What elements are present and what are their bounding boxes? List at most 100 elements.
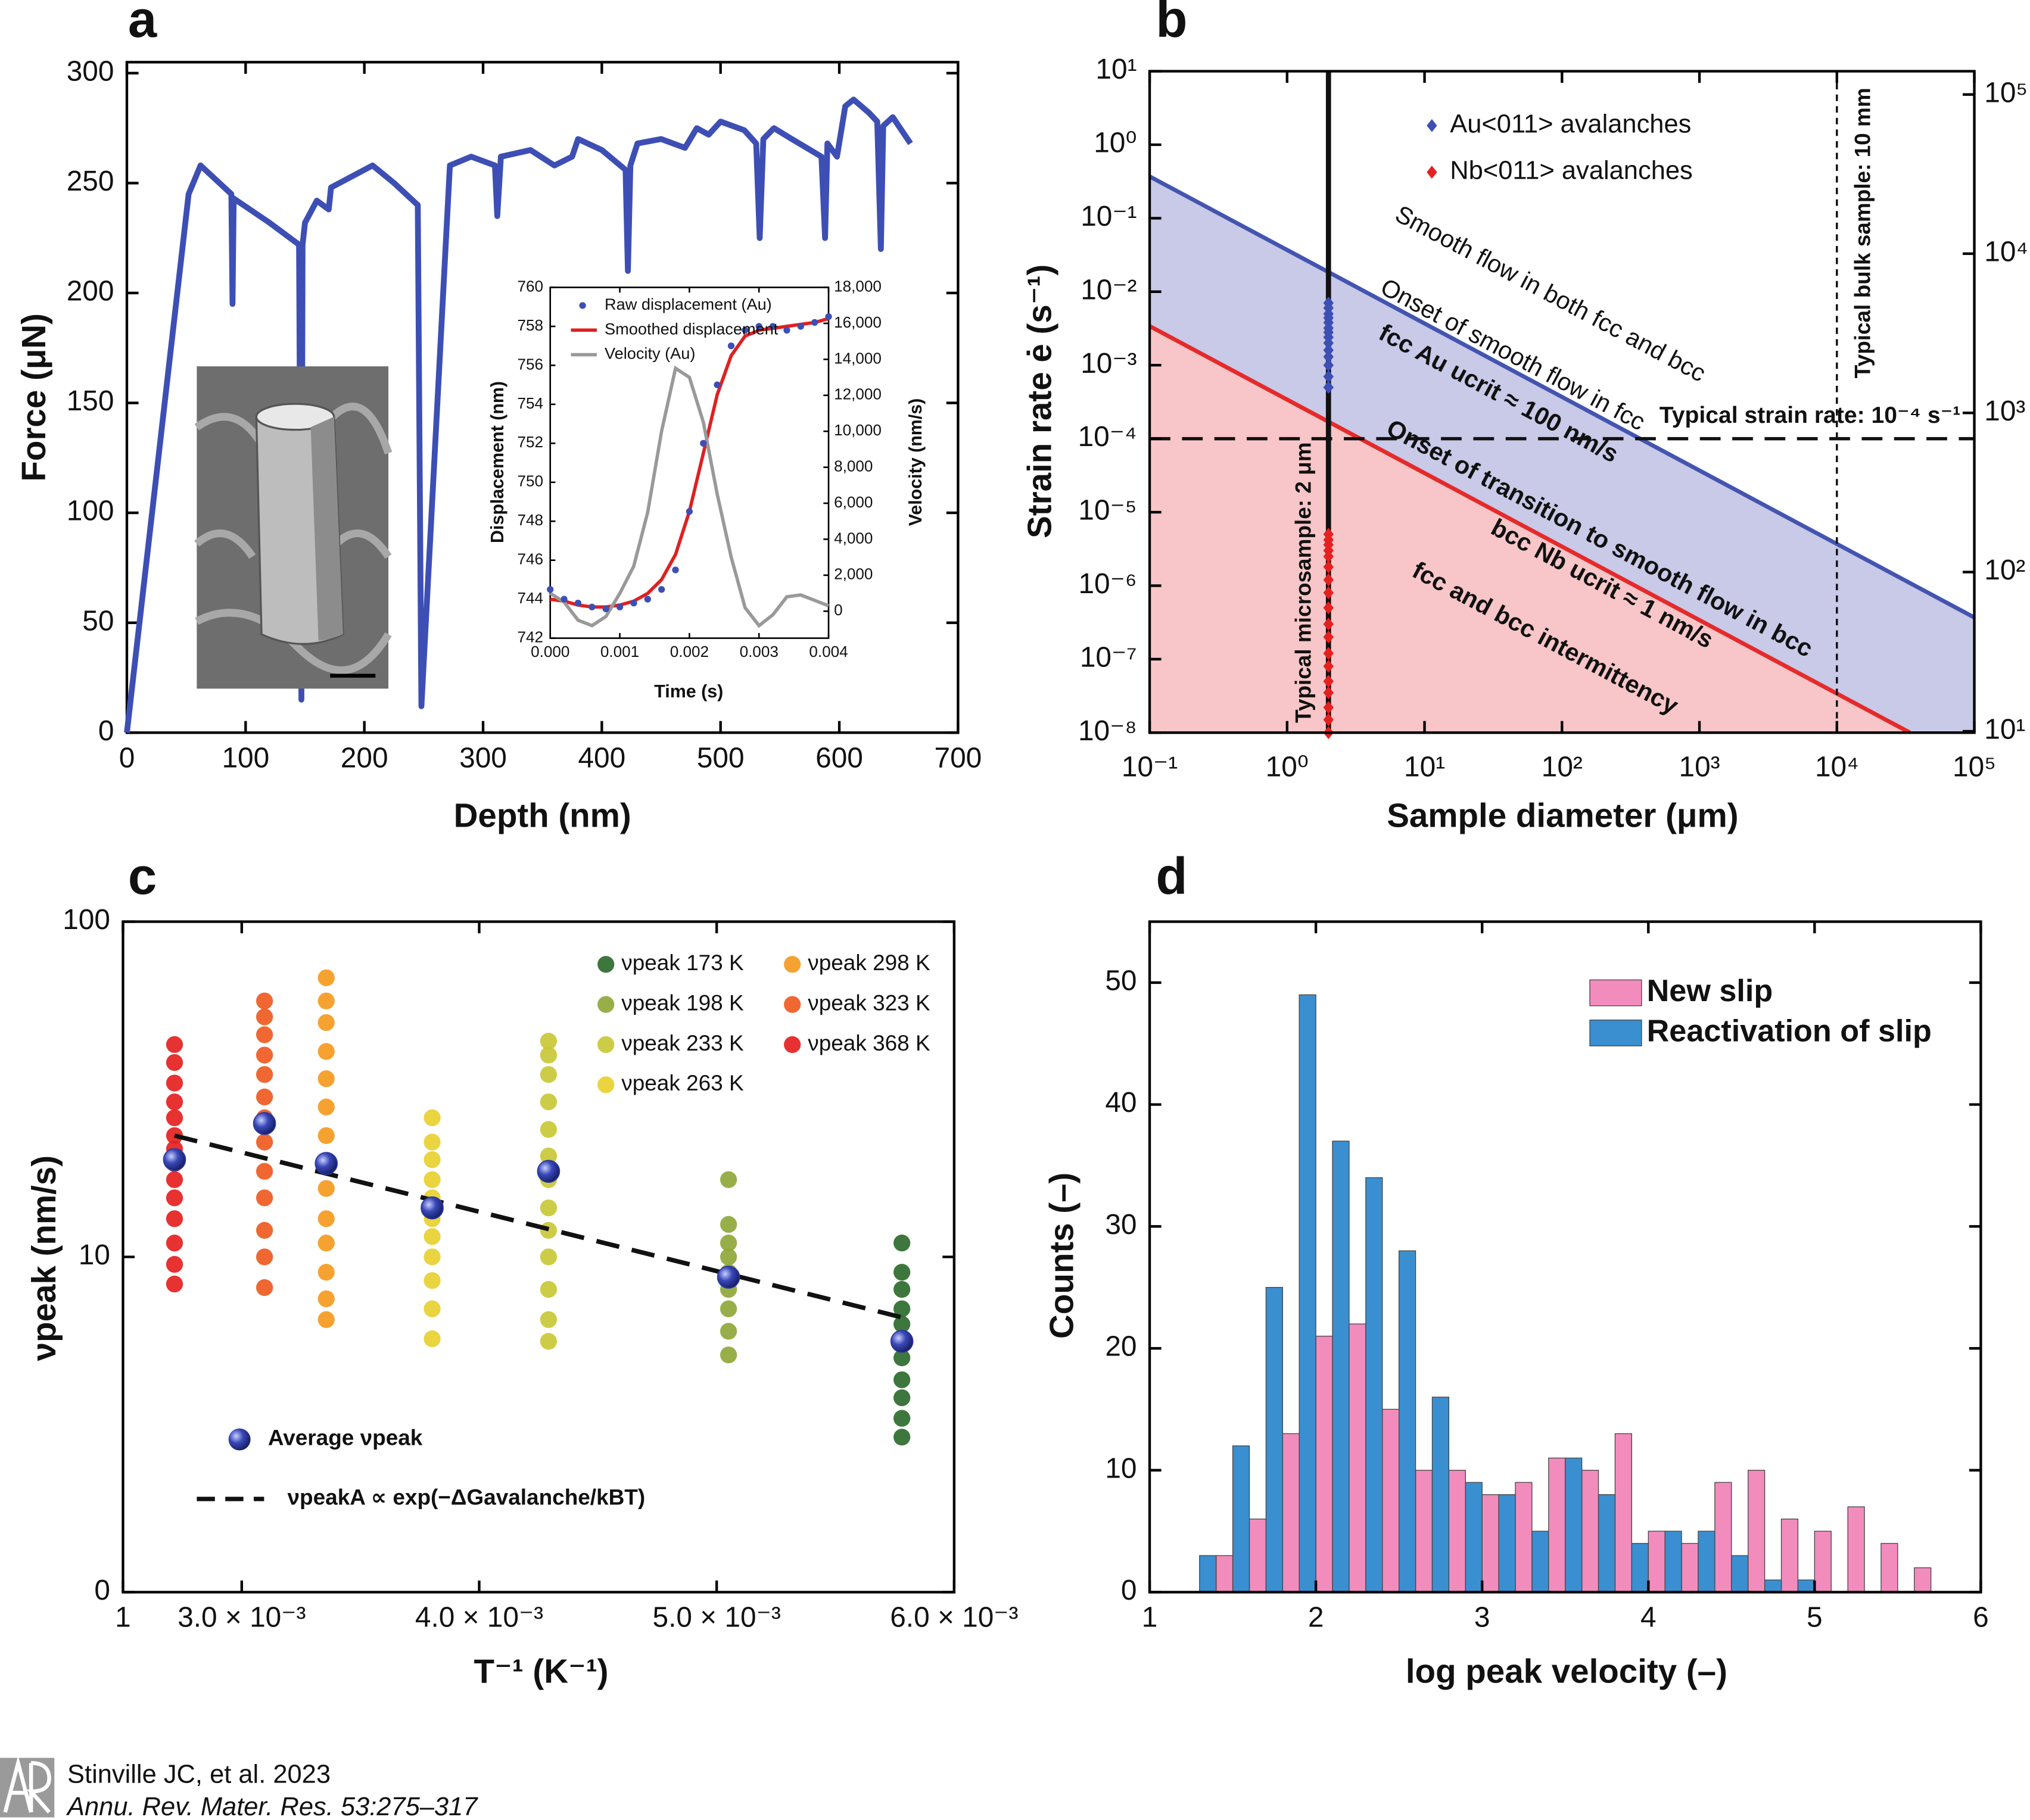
data-point bbox=[540, 1093, 558, 1111]
y-tick-label: 10⁻² bbox=[1081, 274, 1137, 306]
histogram-bar bbox=[1914, 1567, 1932, 1593]
data-point bbox=[1323, 370, 1334, 384]
y2-tick-label: 4,000 bbox=[834, 529, 873, 547]
data-point bbox=[166, 1235, 183, 1252]
legend-label: νpeak 323 K bbox=[808, 990, 930, 1015]
data-point bbox=[714, 381, 721, 388]
legend-marker bbox=[597, 996, 615, 1013]
y-tick-label: 10⁻⁵ bbox=[1078, 495, 1137, 526]
x-tick-label: 200 bbox=[341, 742, 388, 774]
legend-label: νpeak 173 K bbox=[621, 950, 744, 975]
data-point bbox=[540, 1333, 558, 1350]
data-point bbox=[755, 323, 762, 330]
y-tick-label: 10⁻⁷ bbox=[1080, 641, 1137, 673]
data-point bbox=[893, 1389, 911, 1407]
data-point bbox=[1323, 659, 1334, 673]
data-point bbox=[256, 1133, 273, 1151]
data-point bbox=[1323, 675, 1334, 688]
data-point bbox=[893, 1371, 911, 1388]
data-point bbox=[317, 1014, 335, 1031]
histogram-bar bbox=[1847, 1506, 1865, 1593]
data-point bbox=[256, 1163, 273, 1180]
x-tick-label: 0 bbox=[119, 742, 135, 774]
data-point bbox=[1323, 713, 1334, 727]
data-point bbox=[317, 969, 335, 986]
legend-label: Raw displacement (Au) bbox=[605, 295, 772, 313]
x-axis-label: T⁻¹ (K⁻¹) bbox=[474, 1652, 609, 1690]
histogram-bar bbox=[1265, 1287, 1283, 1593]
legend-marker bbox=[784, 1036, 801, 1054]
y-tick-label: 10⁻¹ bbox=[1081, 201, 1137, 232]
histogram-bar bbox=[1880, 1542, 1898, 1593]
histogram-bar bbox=[1581, 1470, 1599, 1593]
y2-tick-label: 6,000 bbox=[834, 493, 873, 511]
histogram-bar bbox=[1282, 1433, 1300, 1593]
data-point bbox=[540, 1248, 558, 1266]
data-point bbox=[256, 1026, 273, 1043]
x-tick-label: 600 bbox=[815, 742, 863, 774]
y-tick-label: 300 bbox=[67, 55, 114, 87]
data-point bbox=[574, 600, 582, 607]
histogram-bar bbox=[1731, 1555, 1749, 1593]
x-tick-label: 2 bbox=[1308, 1601, 1324, 1633]
legend-marker bbox=[228, 1428, 251, 1451]
data-point bbox=[1323, 618, 1334, 631]
plot-frame bbox=[1148, 920, 1982, 1594]
x-axis-label: log peak velocity (–) bbox=[1406, 1652, 1727, 1690]
y-tick-label: 200 bbox=[67, 276, 114, 307]
histogram-bar bbox=[1232, 1445, 1250, 1593]
x-axis-label: Time (s) bbox=[654, 681, 723, 702]
histogram-bar bbox=[1365, 1177, 1383, 1593]
histogram-bar bbox=[1382, 1408, 1400, 1593]
data-point bbox=[658, 586, 665, 593]
data-point bbox=[317, 1290, 335, 1307]
data-point bbox=[547, 586, 554, 593]
footer-journal: Annu. Rev. Mater. Res. 53:275–317 bbox=[66, 1793, 478, 1820]
y-tick-label: 10 bbox=[79, 1239, 110, 1271]
x-tick-label: 700 bbox=[934, 742, 982, 774]
histogram-bar bbox=[1415, 1470, 1433, 1593]
data-point bbox=[893, 1410, 911, 1427]
y-tick-label: 752 bbox=[517, 433, 543, 451]
limit-line bbox=[1150, 174, 1975, 619]
x-tick-label: 5 bbox=[1807, 1601, 1823, 1633]
y2-tick-label: 8,000 bbox=[834, 457, 873, 475]
data-point bbox=[644, 596, 651, 603]
y-tick-label: 10⁰ bbox=[1094, 127, 1137, 159]
average-point bbox=[315, 1152, 338, 1175]
x-tick-label: 0.001 bbox=[600, 643, 639, 660]
histogram-bar bbox=[1598, 1494, 1616, 1593]
data-point bbox=[166, 1054, 183, 1071]
data-point bbox=[540, 1033, 558, 1050]
data-point bbox=[1323, 601, 1334, 615]
x-tick-label: 100 bbox=[222, 742, 269, 774]
data-point bbox=[769, 323, 777, 330]
data-point bbox=[893, 1428, 911, 1446]
data-point bbox=[424, 1330, 441, 1348]
x-tick-label: 1 bbox=[115, 1601, 131, 1633]
histogram-bar bbox=[1431, 1397, 1450, 1593]
panel-label: b bbox=[1156, 0, 1187, 48]
data-point bbox=[317, 992, 335, 1009]
data-point bbox=[1323, 701, 1334, 714]
y-tick-label: 10⁻³ bbox=[1081, 348, 1137, 379]
histogram-bar bbox=[1614, 1433, 1633, 1593]
annotation: Typical strain rate: 10⁻⁴ s⁻¹ bbox=[1660, 403, 1961, 428]
y-tick-label: 50 bbox=[1105, 965, 1137, 997]
data-point bbox=[589, 603, 596, 610]
y-tick-label: 0 bbox=[1121, 1575, 1137, 1606]
histogram-bar bbox=[1698, 1531, 1715, 1593]
y-tick-label: 746 bbox=[517, 550, 543, 568]
y-axis-label: Force (μN) bbox=[15, 313, 52, 482]
data-point bbox=[1323, 686, 1334, 699]
footer-citation: Stinville JC, et al. 2023 bbox=[67, 1760, 331, 1789]
y-tick-label: 250 bbox=[67, 166, 114, 197]
annotation: Typical microsample: 2 μm bbox=[1291, 442, 1316, 723]
histogram-bar bbox=[1748, 1470, 1766, 1593]
legend-label: Au<011> avalanches bbox=[1450, 110, 1691, 138]
y-tick-label: 744 bbox=[517, 589, 543, 607]
data-point bbox=[700, 440, 707, 447]
data-point bbox=[893, 1300, 911, 1317]
data-point bbox=[424, 1171, 441, 1188]
